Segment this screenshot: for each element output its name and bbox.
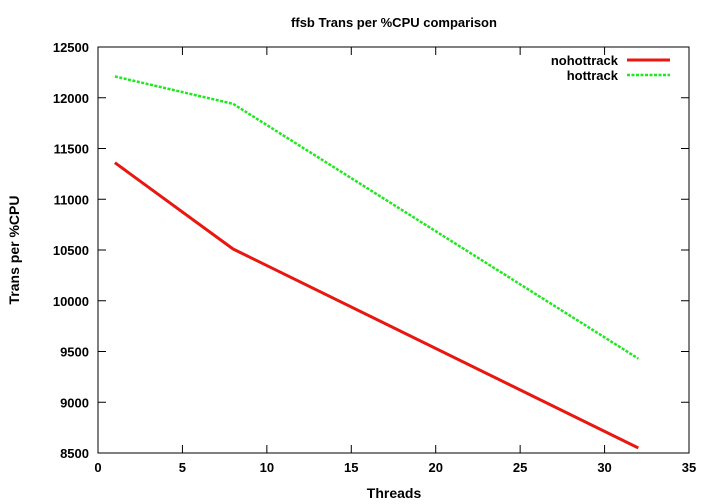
x-tick-label: 20 (428, 460, 442, 475)
y-tick-label: 10000 (53, 294, 89, 309)
legend-label-hottrack: hottrack (567, 68, 619, 83)
x-axis-title: Threads (367, 485, 422, 501)
chart-title: ffsb Trans per %CPU comparison (291, 15, 497, 30)
y-tick-label: 8500 (60, 446, 89, 461)
x-axis: 0 5 10 15 20 25 30 35 (94, 47, 696, 475)
x-tick-label: 10 (260, 460, 274, 475)
y-axis-title: Trans per %CPU (6, 196, 22, 305)
x-tick-label: 35 (682, 460, 696, 475)
y-tick-label: 9000 (60, 395, 89, 410)
y-tick-label: 12000 (53, 91, 89, 106)
x-tick-label: 30 (597, 460, 611, 475)
y-axis: 8500 9000 9500 10000 10500 11000 11500 12000 125… (53, 40, 689, 461)
series-line-nohottrack (114, 161, 640, 450)
y-tick-label: 11000 (54, 192, 89, 207)
x-tick-label: 5 (179, 460, 186, 475)
y-tick-label: 11500 (54, 142, 89, 157)
y-tick-label: 9500 (60, 345, 89, 360)
plot-area (97, 46, 690, 454)
plot-border (97, 46, 690, 454)
x-tick-label: 0 (94, 460, 101, 475)
y-tick-label: 10500 (53, 243, 89, 258)
y-tick-label: 12500 (53, 40, 89, 55)
series-layer (114, 75, 640, 450)
series-line-hottrack (114, 75, 640, 360)
x-tick-label: 25 (513, 460, 527, 475)
x-tick-label: 15 (344, 460, 358, 475)
legend-label-nohottrack: nohottrack (551, 53, 619, 68)
